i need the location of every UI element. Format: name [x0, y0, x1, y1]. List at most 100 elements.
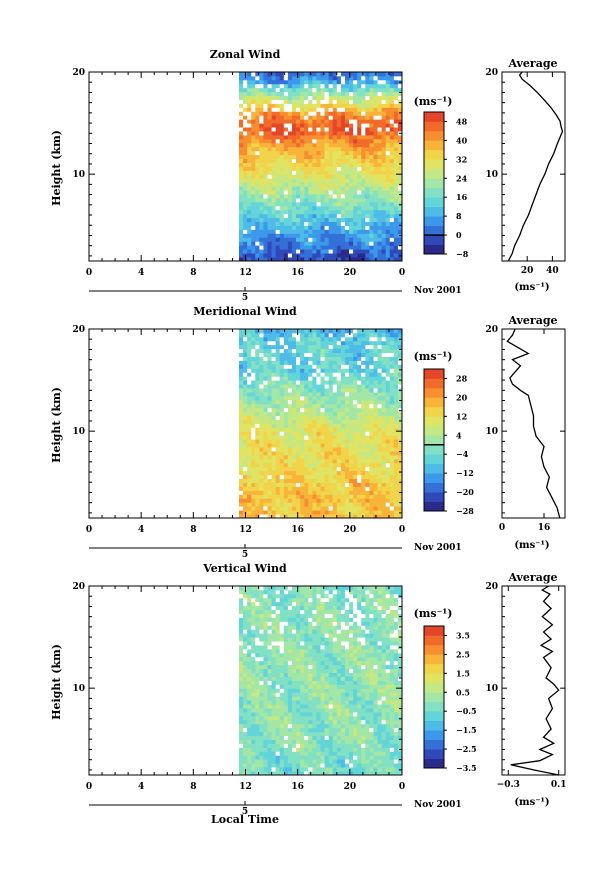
heatmap-cell	[247, 154, 252, 160]
heatmap-cell	[357, 142, 362, 148]
heatmap-cell	[353, 376, 358, 381]
heatmap-cell	[332, 384, 338, 389]
heatmap-cell	[251, 344, 256, 350]
heatmap-cell	[373, 506, 378, 511]
heatmap-cell	[267, 411, 272, 417]
heatmap-cell	[263, 154, 268, 160]
heatmap-cell	[308, 380, 313, 385]
colorbar-swatch	[424, 416, 444, 427]
heatmap-cell	[283, 194, 289, 199]
heatmap-cell	[332, 194, 338, 199]
heatmap-cell	[283, 458, 289, 464]
heatmap-cell	[275, 743, 281, 748]
heatmap-cell	[275, 490, 281, 495]
heatmap-cell	[389, 474, 395, 480]
heatmap-cell	[361, 166, 366, 171]
heatmap-cell	[324, 514, 330, 519]
heatmap-cell	[296, 336, 301, 342]
heatmap-cell	[385, 360, 391, 365]
heatmap-cell	[287, 221, 293, 226]
heatmap-cell	[365, 755, 370, 760]
heatmap-cell	[377, 407, 383, 413]
heatmap-cell	[344, 466, 350, 472]
heatmap-cell	[279, 79, 285, 85]
heatmap-cell	[316, 388, 321, 393]
heatmap-cell	[275, 399, 281, 405]
heatmap-cell	[324, 87, 330, 93]
heatmap-cell	[316, 767, 321, 772]
heatmap-cell	[373, 182, 378, 187]
heatmap-cell	[332, 166, 338, 171]
heatmap-cell	[344, 213, 350, 219]
heatmap-cell	[267, 352, 272, 357]
heatmap-cell	[251, 119, 256, 124]
heatmap-cell	[291, 178, 297, 183]
heatmap-cell	[247, 190, 252, 195]
heatmap-cell	[361, 427, 366, 432]
heatmap-cell	[328, 427, 334, 432]
heatmap-cell	[271, 150, 277, 156]
heatmap-cell	[353, 490, 358, 495]
heatmap-cell	[271, 502, 277, 507]
heatmap-cell	[296, 458, 301, 464]
heatmap-cell	[389, 510, 395, 515]
heatmap-cell	[316, 138, 321, 144]
heatmap-cell	[344, 419, 350, 424]
heatmap-cell	[300, 336, 305, 342]
heatmap-cell	[353, 478, 358, 483]
heatmap-cell	[238, 427, 244, 432]
heatmap-cell	[353, 225, 358, 230]
heatmap-cell	[316, 708, 321, 713]
heatmap-cell	[377, 506, 383, 511]
heatmap-cell	[291, 336, 297, 342]
heatmap-cell	[291, 103, 297, 108]
heatmap-cell	[247, 514, 252, 519]
heatmap-cell	[259, 123, 264, 128]
heatmap-cell	[397, 241, 403, 246]
heatmap-cell	[238, 771, 244, 776]
heatmap-cell	[271, 727, 277, 733]
heatmap-cell	[377, 233, 383, 238]
heatmap-cell	[357, 395, 362, 401]
heatmap-cell	[296, 198, 301, 203]
heatmap-cell	[300, 735, 305, 740]
heatmap-cell	[369, 427, 374, 432]
heatmap-cell	[316, 455, 321, 460]
heatmap-cell	[324, 739, 330, 744]
heatmap-cell	[287, 237, 293, 242]
heatmap-cell	[397, 419, 403, 424]
heatmap-cell	[357, 225, 362, 230]
heatmap-cell	[279, 83, 285, 89]
heatmap-cell	[304, 735, 309, 740]
heatmap-cell	[300, 715, 305, 721]
heatmap-cell	[271, 696, 277, 701]
heatmap-cell	[377, 494, 383, 499]
heatmap-cell	[385, 731, 391, 737]
heatmap-cell	[336, 419, 342, 424]
colorbar-swatch	[424, 435, 444, 446]
heatmap-cell	[283, 739, 289, 744]
heatmap-cell	[312, 237, 317, 242]
heatmap-cell	[320, 364, 325, 369]
heatmap-cell	[304, 340, 309, 346]
heatmap-cell	[328, 455, 334, 460]
heatmap-cell	[255, 755, 260, 760]
heatmap-cell	[238, 719, 244, 725]
heatmap-cell	[353, 336, 358, 342]
heatmap-cell	[336, 142, 342, 148]
heatmap-cell	[349, 198, 354, 203]
heatmap-cell	[381, 423, 387, 428]
heatmap-cell	[340, 719, 346, 725]
heatmap-cell	[287, 186, 293, 191]
heatmap-cell	[238, 166, 244, 171]
heatmap-cell	[357, 514, 362, 519]
heatmap-cell	[267, 502, 272, 507]
heatmap-cell	[389, 249, 395, 254]
heatmap-cell	[397, 257, 403, 262]
heatmap-cell	[397, 403, 403, 409]
heatmap-cell	[312, 376, 317, 381]
heatmap-cell	[365, 423, 370, 428]
heatmap-cell	[357, 708, 362, 713]
heatmap-cell	[283, 486, 289, 491]
heatmap-cell	[283, 138, 289, 144]
